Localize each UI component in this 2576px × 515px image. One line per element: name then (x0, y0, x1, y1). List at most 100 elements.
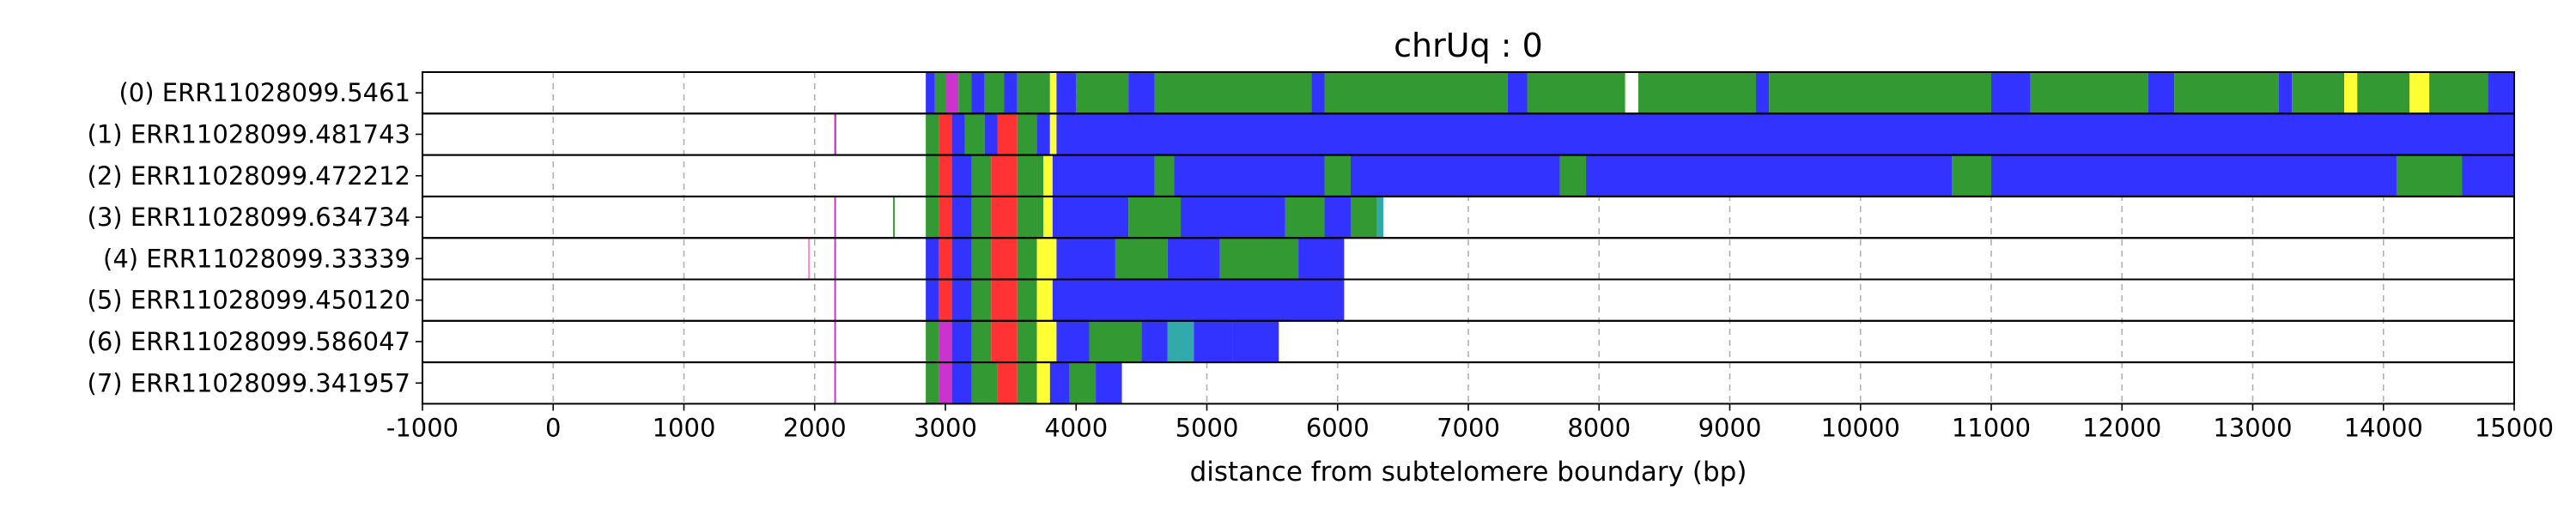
segment-row-2-11 (1350, 154, 1560, 197)
segment-row-1-0 (834, 113, 836, 155)
segment-row-6-8 (1056, 320, 1090, 363)
segment-row-3-0 (834, 196, 836, 239)
segment-row-7-4 (971, 362, 998, 404)
segment-row-0-17 (1625, 72, 1638, 114)
segment-row-0-15 (1507, 72, 1528, 114)
segment-row-4-2 (926, 238, 939, 280)
segment-row-4-5 (971, 238, 992, 280)
segment-row-3-3 (939, 196, 952, 239)
x-tick-label-15: 14000 (2344, 413, 2423, 442)
segment-row-6-11 (1167, 320, 1194, 363)
x-tick-label-10: 9000 (1698, 413, 1762, 442)
row-labels: (0) ERR11028099.5461 (1) ERR11028099.4817… (88, 78, 422, 397)
segment-row-4-0 (808, 238, 811, 280)
segment-row-0-10 (1076, 72, 1129, 114)
segment-row-3-2 (926, 196, 939, 239)
segment-row-3-12 (1285, 196, 1325, 239)
chart-title: chrUq : 0 (1394, 27, 1543, 64)
segment-row-0-29 (2409, 72, 2430, 114)
segment-row-0-2 (945, 72, 959, 114)
segment-row-3-1 (893, 196, 896, 239)
segment-row-6-1 (926, 320, 939, 363)
segment-row-7-3 (951, 362, 972, 404)
segment-row-4-13 (1298, 238, 1345, 280)
segment-row-0-30 (2429, 72, 2488, 114)
row-label-7: (7) ERR11028099.341957 (88, 368, 410, 397)
segment-row-5-1 (926, 279, 939, 321)
x-tick-label-6: 5000 (1176, 413, 1239, 442)
segment-row-7-8 (1049, 362, 1070, 404)
segment-row-7-1 (926, 362, 939, 404)
segment-row-4-11 (1167, 238, 1220, 280)
segment-row-4-4 (951, 238, 972, 280)
segment-row-0-26 (2292, 72, 2345, 114)
segment-row-2-5 (1017, 154, 1044, 197)
segment-row-5-8 (1052, 279, 1345, 321)
segment-row-0-6 (1004, 72, 1018, 114)
row-label-2: (2) ERR11028099.472212 (88, 161, 410, 191)
x-tick-label-1: 0 (545, 413, 561, 442)
row-label-6: (6) ERR11028099.586047 (88, 327, 410, 356)
segment-row-4-7 (1017, 238, 1037, 280)
x-tick-label-7: 6000 (1306, 413, 1370, 442)
segment-row-2-16 (2396, 154, 2463, 197)
segment-row-2-9 (1174, 154, 1325, 197)
segment-row-0-4 (971, 72, 985, 114)
segment-row-2-14 (1952, 154, 1991, 197)
segment-row-2-6 (1043, 154, 1053, 197)
segment-row-0-14 (1324, 72, 1508, 114)
segment-row-6-3 (951, 320, 972, 363)
segment-row-2-2 (951, 154, 972, 197)
x-tick-label-9: 8000 (1567, 413, 1631, 442)
segment-row-0-13 (1311, 72, 1325, 114)
x-tick-label-14: 13000 (2213, 413, 2292, 442)
x-tick-label-5: 4000 (1044, 413, 1108, 442)
segment-row-7-9 (1069, 362, 1097, 404)
segment-row-4-12 (1219, 238, 1299, 280)
segment-row-7-5 (997, 362, 1018, 404)
segment-row-0-27 (2344, 72, 2358, 114)
segment-row-5-3 (951, 279, 972, 321)
segment-row-6-0 (834, 320, 836, 363)
row-label-0: (0) ERR11028099.5461 (118, 78, 410, 107)
segment-row-6-6 (1017, 320, 1037, 363)
segment-row-5-6 (1017, 279, 1037, 321)
row-label-3: (3) ERR11028099.634734 (88, 203, 410, 232)
x-tick-label-3: 2000 (783, 413, 847, 442)
segment-row-4-1 (834, 238, 836, 280)
segment-row-2-13 (1586, 154, 1953, 197)
segment-row-7-6 (1017, 362, 1037, 404)
segment-row-7-2 (939, 362, 952, 404)
segment-row-5-7 (1036, 279, 1053, 321)
segment-row-6-2 (939, 320, 952, 363)
x-tick-label-4: 3000 (914, 413, 977, 442)
segment-row-0-18 (1637, 72, 1756, 114)
segment-row-0-16 (1527, 72, 1625, 114)
row-label-1: (1) ERR11028099.481743 (88, 119, 410, 148)
segment-row-0-21 (1991, 72, 2031, 114)
x-tick-label-0: -1000 (386, 413, 459, 442)
segment-row-1-4 (964, 113, 985, 155)
segment-row-2-17 (2462, 154, 2514, 197)
segment-row-2-10 (1324, 154, 1351, 197)
segment-row-0-28 (2357, 72, 2410, 114)
segment-row-2-3 (971, 154, 992, 197)
segment-row-6-9 (1089, 320, 1142, 363)
segment-row-3-5 (971, 196, 992, 239)
segment-row-1-3 (951, 113, 965, 155)
segment-row-6-10 (1141, 320, 1168, 363)
segment-row-0-31 (2488, 72, 2514, 114)
x-tick-label-8: 7000 (1437, 413, 1500, 442)
row-label-5: (5) ERR11028099.450120 (88, 286, 410, 315)
segment-row-1-6 (997, 113, 1018, 155)
segment-row-2-15 (1991, 154, 2397, 197)
segment-row-3-4 (951, 196, 972, 239)
segment-row-1-8 (1036, 113, 1050, 155)
segment-row-3-10 (1128, 196, 1182, 239)
segment-row-3-15 (1376, 196, 1384, 239)
x-axis-label: distance from subtelomere boundary (bp) (1190, 457, 1747, 488)
segment-row-0-8 (1049, 72, 1057, 114)
segment-row-1-5 (984, 113, 998, 155)
segment-row-5-0 (834, 279, 836, 321)
segment-row-0-1 (934, 72, 945, 114)
